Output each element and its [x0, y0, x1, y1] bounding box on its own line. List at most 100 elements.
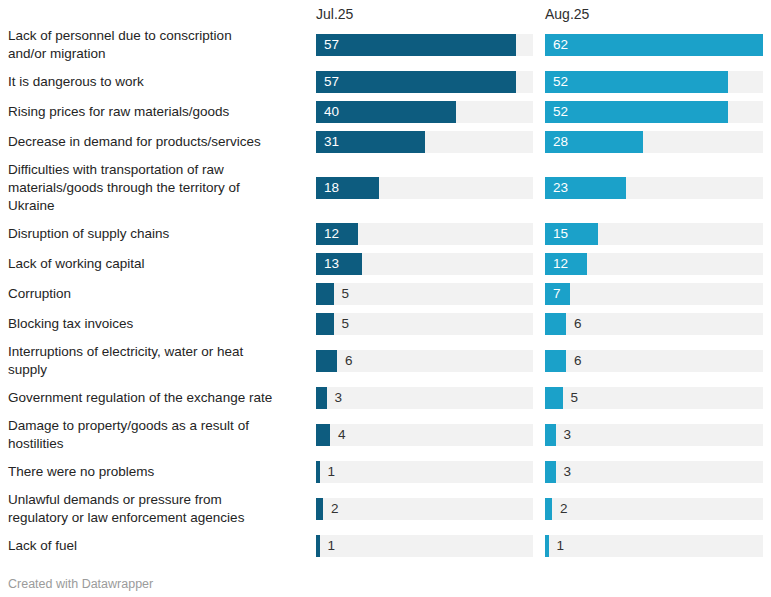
bar-track-aug: 12 [545, 253, 763, 275]
bar-value-aug: 7 [553, 283, 561, 305]
bar-value-jul: 57 [324, 34, 339, 56]
bar-track-aug: 5 [545, 387, 763, 409]
bar-track-jul: 6 [316, 350, 533, 372]
bar-aug [545, 71, 728, 93]
bar-jul [316, 283, 334, 305]
attribution[interactable]: Created with Datawrapper [8, 561, 763, 597]
bar-track-jul: 12 [316, 223, 533, 245]
bar-aug [545, 101, 728, 123]
bar-track-aug: 3 [545, 461, 763, 483]
split-bar-chart: Jul.25 Aug.25 Lack of personnel due to c… [0, 0, 771, 597]
bar-value-aug: 62 [553, 34, 568, 56]
bar-jul [316, 313, 334, 335]
chart-row: Disruption of supply chains 12 15 [8, 219, 763, 249]
row-label: Disruption of supply chains [8, 225, 316, 243]
chart-row: It is dangerous to work 57 52 [8, 67, 763, 97]
bar-value-jul: 31 [324, 131, 339, 153]
chart-row: Interruptions of electricity, water or h… [8, 339, 763, 383]
bar-value-jul: 6 [345, 350, 353, 372]
bar-track-jul: 1 [316, 461, 533, 483]
bar-value-jul: 40 [324, 101, 339, 123]
bar-track-aug: 52 [545, 71, 763, 93]
bar-value-aug: 3 [564, 424, 572, 446]
bar-track-jul: 40 [316, 101, 533, 123]
row-label: Corruption [8, 285, 316, 303]
chart-row: Decrease in demand for products/services… [8, 127, 763, 157]
bar-value-aug: 23 [553, 177, 568, 199]
bar-track-aug: 28 [545, 131, 763, 153]
bar-value-aug: 1 [557, 535, 565, 557]
chart-row: Lack of personnel due to conscriptionand… [8, 23, 763, 67]
chart-rows: Lack of personnel due to conscriptionand… [8, 23, 763, 561]
chart-row: Blocking tax invoices 5 6 [8, 309, 763, 339]
bar-value-jul: 2 [331, 498, 339, 520]
bar-track-jul: 57 [316, 71, 533, 93]
bar-aug [545, 498, 552, 520]
bar-track-jul: 2 [316, 498, 533, 520]
bar-track-jul: 1 [316, 535, 533, 557]
row-label: Lack of fuel [8, 537, 316, 555]
bar-jul [316, 424, 330, 446]
chart-row: Government regulation of the exchange ra… [8, 383, 763, 413]
row-label: Interruptions of electricity, water or h… [8, 343, 316, 379]
bar-value-jul: 18 [324, 177, 339, 199]
row-label: It is dangerous to work [8, 73, 316, 91]
bar-aug [545, 424, 556, 446]
bar-track-aug: 6 [545, 350, 763, 372]
bar-aug [545, 34, 763, 56]
bar-track-jul: 5 [316, 313, 533, 335]
bar-value-jul: 1 [328, 535, 336, 557]
bar-value-jul: 1 [328, 461, 336, 483]
bar-aug [545, 535, 549, 557]
bar-value-aug: 2 [560, 498, 568, 520]
bar-track-aug: 7 [545, 283, 763, 305]
bar-track-aug: 62 [545, 34, 763, 56]
row-label: Blocking tax invoices [8, 315, 316, 333]
column-header-jul25: Jul.25 [316, 6, 533, 22]
bar-aug [545, 350, 566, 372]
bar-track-jul: 3 [316, 387, 533, 409]
chart-row: Difficulties with transportation of rawm… [8, 157, 763, 219]
bar-track-aug: 2 [545, 498, 763, 520]
row-label: Damage to property/goods as a result ofh… [8, 417, 316, 453]
bar-value-aug: 3 [564, 461, 572, 483]
bar-track-aug: 6 [545, 313, 763, 335]
chart-row: Corruption57 [8, 279, 763, 309]
bar-value-jul: 12 [324, 223, 339, 245]
bar-aug [545, 461, 556, 483]
bar-value-jul: 5 [342, 313, 350, 335]
chart-row: Lack of working capital13 12 [8, 249, 763, 279]
bar-track-aug: 3 [545, 424, 763, 446]
column-headers: Jul.25 Aug.25 [8, 0, 763, 23]
bar-aug [545, 387, 563, 409]
row-label: Unlawful demands or pressure fromregulat… [8, 491, 316, 527]
bar-value-aug: 52 [553, 101, 568, 123]
bar-value-aug: 15 [553, 223, 568, 245]
bar-track-jul: 18 [316, 177, 533, 199]
row-label: Lack of personnel due to conscriptionand… [8, 27, 316, 63]
bar-value-aug: 12 [553, 253, 568, 275]
bar-track-aug: 23 [545, 177, 763, 199]
chart-row: Damage to property/goods as a result ofh… [8, 413, 763, 457]
bar-jul [316, 498, 323, 520]
row-label: There were no problems [8, 463, 316, 481]
bar-value-jul: 4 [338, 424, 346, 446]
chart-row: Unlawful demands or pressure fromregulat… [8, 487, 763, 531]
bar-track-jul: 13 [316, 253, 533, 275]
row-label: Rising prices for raw materials/goods [8, 103, 316, 121]
row-label: Lack of working capital [8, 255, 316, 273]
bar-jul [316, 535, 320, 557]
bar-value-jul: 57 [324, 71, 339, 93]
bar-track-aug: 15 [545, 223, 763, 245]
row-label: Government regulation of the exchange ra… [8, 389, 316, 407]
bar-jul [316, 461, 320, 483]
bar-track-aug: 52 [545, 101, 763, 123]
bar-value-aug: 6 [574, 350, 582, 372]
chart-row: There were no problems 1 3 [8, 457, 763, 487]
bar-track-jul: 4 [316, 424, 533, 446]
bar-track-jul: 31 [316, 131, 533, 153]
row-label: Decrease in demand for products/services [8, 133, 316, 151]
chart-row: Rising prices for raw materials/goods 40 5… [8, 97, 763, 127]
bar-value-aug: 5 [571, 387, 579, 409]
bar-value-aug: 6 [574, 313, 582, 335]
